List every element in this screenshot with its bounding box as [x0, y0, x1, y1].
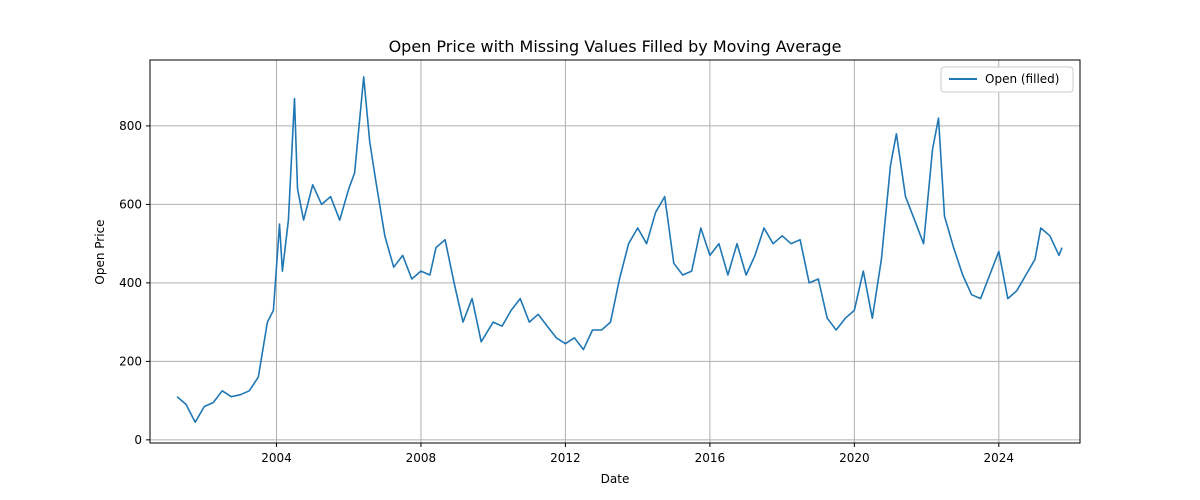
legend-box — [940, 66, 1074, 93]
x-tick-label: 2024 — [984, 451, 1015, 465]
series-line-open-filled — [176, 76, 1063, 424]
y-tick-label: 0 — [134, 433, 142, 447]
x-axis-ticks: 2004 2008 2012 2016 2020 2024 — [261, 443, 1014, 465]
chart-title: Open Price with Missing Values Filled by… — [389, 37, 842, 56]
x-tick-label: 2004 — [261, 451, 292, 465]
legend: Open (filled) — [940, 66, 1074, 93]
series-layer — [176, 76, 1063, 424]
x-tick-label: 2016 — [695, 451, 726, 465]
x-tick-label: 2008 — [406, 451, 437, 465]
legend-label: Open (filled) — [985, 72, 1059, 86]
y-tick-label: 400 — [119, 276, 142, 290]
x-tick-label: 2020 — [839, 451, 870, 465]
y-tick-label: 800 — [119, 119, 142, 133]
y-tick-label: 200 — [119, 354, 142, 368]
gridlines — [150, 60, 1080, 443]
plot-frame — [149, 59, 1081, 444]
y-tick-label: 600 — [119, 197, 142, 211]
x-tick-label: 2012 — [550, 451, 581, 465]
y-axis-label: Open Price — [93, 219, 107, 284]
y-axis-ticks: 0 200 400 600 800 — [119, 119, 150, 447]
x-axis-label: Date — [601, 472, 630, 486]
